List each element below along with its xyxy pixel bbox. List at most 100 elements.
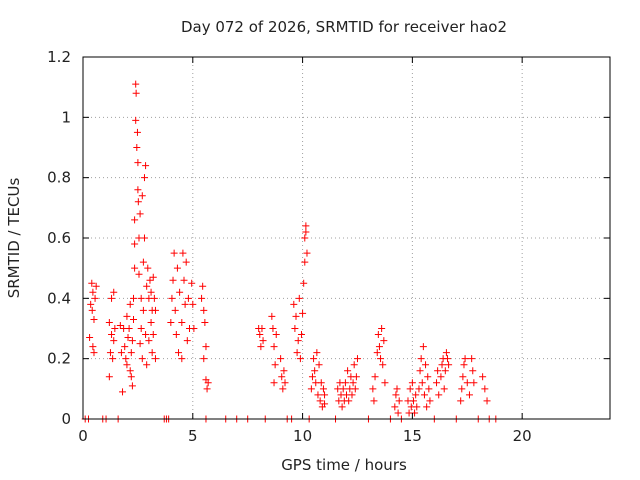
data-point: [88, 279, 96, 287]
data-point: [108, 331, 116, 339]
data-point: [316, 397, 324, 405]
data-point: [88, 306, 96, 314]
data-point: [351, 385, 359, 393]
axis-ticks: 0 5 10 15 20 0 0.2 0.4 0.6 0.8 1 1.2: [47, 48, 610, 445]
data-point: [116, 321, 124, 329]
data-point: [91, 294, 99, 302]
plot-frame: [82, 56, 611, 420]
data-point: [270, 379, 278, 387]
data-point: [470, 379, 478, 387]
data-point: [89, 343, 97, 351]
data-points: [81, 80, 500, 423]
data-point: [419, 343, 427, 351]
data-point: [108, 294, 116, 302]
data-point: [341, 379, 349, 387]
data-point: [303, 249, 311, 257]
data-point: [138, 355, 146, 363]
data-point: [412, 391, 420, 399]
x-tick-label: 10: [293, 427, 312, 445]
data-point: [130, 294, 138, 302]
data-point: [147, 288, 155, 296]
data-point: [348, 391, 356, 399]
data-point: [457, 397, 465, 405]
data-point: [147, 318, 155, 326]
data-point: [151, 355, 159, 363]
x-tick-label: 0: [78, 427, 88, 445]
data-point: [130, 315, 138, 323]
data-point: [416, 367, 424, 375]
data-point: [106, 349, 114, 357]
data-point: [109, 355, 117, 363]
data-point: [117, 349, 125, 357]
data-point: [176, 288, 184, 296]
data-point: [291, 325, 299, 332]
data-point: [123, 361, 131, 369]
data-point: [308, 373, 316, 381]
data-point: [198, 294, 206, 302]
data-point: [444, 355, 452, 363]
data-point: [339, 385, 347, 393]
data-point: [272, 331, 280, 339]
data-point: [135, 270, 143, 278]
data-point: [202, 343, 210, 351]
y-tick-label: 1: [61, 108, 71, 126]
data-point: [281, 379, 289, 387]
chart-title: Day 072 of 2026, SRMTID for receiver hao…: [181, 18, 507, 36]
data-point: [338, 403, 346, 411]
data-point: [310, 355, 318, 363]
data-point: [423, 403, 431, 411]
y-axis-label: SRMTID / TECUs: [5, 178, 23, 299]
data-point: [378, 325, 386, 332]
data-point: [257, 343, 265, 351]
data-point: [277, 355, 285, 363]
data-point: [139, 306, 147, 314]
data-point: [138, 192, 146, 200]
data-point: [440, 385, 448, 393]
data-point: [132, 89, 140, 97]
data-point: [458, 385, 466, 393]
data-point: [418, 379, 426, 387]
data-point: [201, 318, 209, 326]
data-point: [441, 367, 449, 375]
data-point: [171, 306, 179, 314]
y-tick-label: 0: [61, 410, 71, 428]
data-point: [468, 355, 476, 363]
data-point: [126, 367, 134, 375]
data-point: [136, 340, 144, 348]
data-point: [180, 276, 188, 284]
data-point: [125, 325, 133, 332]
data-point: [179, 249, 187, 257]
data-point: [137, 294, 145, 302]
data-point: [134, 159, 142, 167]
data-point: [123, 312, 131, 320]
data-point: [271, 361, 279, 369]
data-point: [409, 397, 417, 405]
data-point: [350, 361, 358, 369]
data-point: [134, 198, 142, 206]
data-point: [437, 373, 445, 381]
data-point: [258, 325, 266, 332]
data-point: [415, 385, 423, 393]
data-point: [131, 264, 139, 272]
data-point: [349, 379, 357, 387]
data-point: [149, 331, 157, 339]
data-point: [124, 334, 132, 342]
data-point: [122, 355, 130, 363]
data-point: [140, 174, 148, 182]
data-point: [413, 403, 421, 411]
data-point: [321, 400, 329, 408]
data-point: [183, 337, 191, 345]
data-point: [139, 258, 147, 266]
data-point: [461, 355, 469, 363]
data-point: [381, 379, 389, 387]
data-point: [184, 294, 192, 302]
data-point: [317, 379, 325, 387]
data-point: [442, 349, 450, 357]
data-point: [344, 367, 352, 375]
data-point: [127, 373, 135, 381]
data-point: [132, 80, 140, 88]
data-point: [173, 264, 181, 272]
data-point: [143, 361, 151, 369]
data-point: [269, 325, 277, 332]
